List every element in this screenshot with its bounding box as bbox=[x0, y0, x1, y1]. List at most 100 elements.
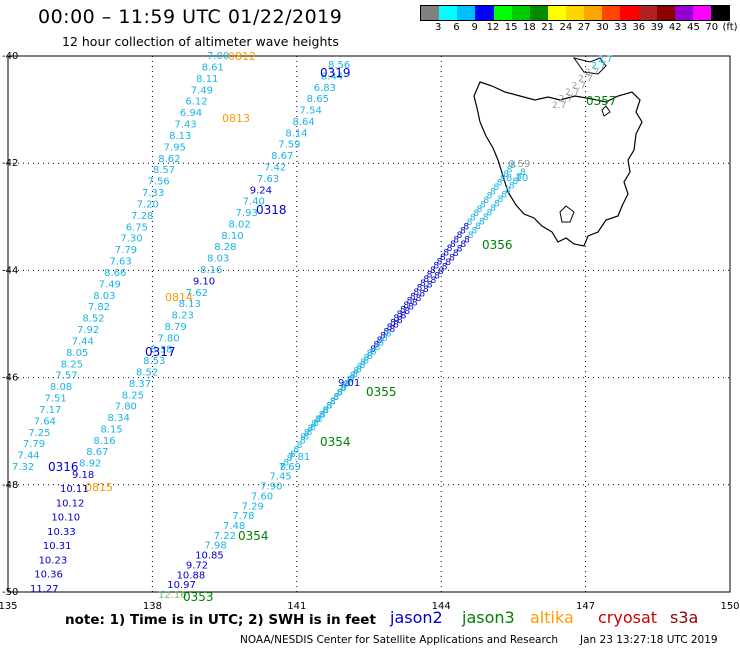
dense-track-mark: 8 bbox=[383, 327, 389, 337]
dense-track-mark: 8 bbox=[280, 463, 286, 473]
dense-track-mark: 8 bbox=[307, 424, 313, 434]
dense-track-mark: 8 bbox=[412, 298, 418, 308]
jason2-value: 6.83 bbox=[314, 83, 336, 94]
altika-value: 7.82 bbox=[88, 302, 110, 313]
dense-track-mark: 8 bbox=[493, 183, 499, 193]
jason2-value: 8.25 bbox=[122, 390, 144, 401]
jason2-value: 7.63 bbox=[257, 174, 279, 185]
lat-label: -50 bbox=[2, 587, 18, 598]
jason2-value: 8.16 bbox=[93, 436, 115, 447]
lat-label: -44 bbox=[2, 265, 18, 276]
altika-track-label: 0815 bbox=[85, 481, 113, 494]
tasmania-coastline bbox=[473, 57, 643, 247]
track-c-value: 7.78 bbox=[232, 511, 254, 522]
altika-value: 7.44 bbox=[72, 336, 94, 347]
altika-value: 7.33 bbox=[142, 188, 164, 199]
scale-label: 18 bbox=[523, 22, 536, 33]
dense-track-mark: 8 bbox=[363, 354, 369, 364]
dense-track-mark: 8 bbox=[356, 366, 362, 376]
jason2-value: 8.79 bbox=[164, 322, 186, 333]
dense-track-mark: 8 bbox=[337, 388, 343, 398]
jason2-track-label: 0319 bbox=[320, 66, 351, 80]
dense-track-mark: 8 bbox=[410, 292, 416, 302]
dense-track-mark: 8 bbox=[341, 384, 347, 394]
jason2-value: 8.14 bbox=[285, 128, 307, 139]
altika-value: 7.30 bbox=[120, 234, 142, 245]
jason2-value: 8.13 bbox=[179, 299, 201, 310]
dense-track-mark: 8 bbox=[393, 321, 399, 331]
color-scale-bar bbox=[420, 5, 730, 21]
lon-label: 135 bbox=[0, 601, 18, 612]
track-c-value: 7.45 bbox=[269, 472, 291, 483]
altika-value: 6.94 bbox=[180, 108, 202, 119]
jason2-value: 8.38 bbox=[150, 345, 172, 356]
timestamp: Jan 23 13:27:18 UTC 2019 bbox=[580, 634, 718, 646]
dense-track-mark: 8 bbox=[420, 279, 426, 289]
scale-label: 24 bbox=[559, 22, 573, 33]
jason2-value: 8.53 bbox=[143, 356, 165, 367]
altika-value: 7.44 bbox=[17, 451, 39, 462]
scale-swatch bbox=[602, 6, 621, 20]
scale-label: (ft) bbox=[722, 22, 738, 33]
scale-swatch bbox=[529, 6, 548, 20]
dense-track-mark: 8 bbox=[447, 244, 453, 254]
dense-track-mark: 8 bbox=[505, 186, 511, 196]
dense-track-mark: 8 bbox=[463, 222, 469, 232]
jason2-value: 8.44 bbox=[321, 71, 343, 82]
dense-track-mark: 8 bbox=[389, 325, 395, 335]
scale-swatch bbox=[457, 6, 476, 20]
tasmania-coastline bbox=[473, 81, 643, 247]
legend-altika: altika bbox=[530, 608, 574, 627]
altika-track-label: 0812 bbox=[228, 50, 256, 63]
dense-track-mark: 8 bbox=[311, 420, 317, 430]
dense-track-mark: 8 bbox=[393, 314, 399, 324]
map-title: 00:00 – 11:59 UTC 01/22/2019 bbox=[38, 6, 343, 28]
dense-track-mark: 8 bbox=[360, 361, 366, 371]
jason3-track-label: 0353 bbox=[183, 590, 214, 604]
dense-track-mark: 8 bbox=[507, 165, 513, 175]
scale-swatch bbox=[692, 6, 711, 20]
jason2-value: 8.10 bbox=[221, 231, 243, 242]
scale-label: 9 bbox=[471, 22, 478, 33]
dense-track-mark: 8 bbox=[416, 294, 422, 304]
jason3-track-label: 0356 bbox=[482, 238, 513, 252]
scale-label: 12 bbox=[486, 22, 500, 33]
dense-track-mark: 8 bbox=[457, 231, 463, 241]
track-c-value: 7.69 bbox=[279, 462, 301, 473]
dense-track-mark: 8 bbox=[433, 262, 439, 272]
dense-track-mark: 8 bbox=[453, 235, 459, 245]
dense-track-mark: 8 bbox=[371, 348, 377, 358]
altika-track-label: 0813 bbox=[222, 112, 250, 125]
lat-label: -40 bbox=[2, 51, 18, 62]
jason2-value: 8.67 bbox=[271, 151, 293, 162]
dense-track-mark: 8 bbox=[363, 357, 369, 367]
dense-track-mark: 8 bbox=[400, 305, 406, 315]
dense-track-mark: 8 bbox=[453, 249, 459, 259]
scale-swatch bbox=[638, 6, 657, 20]
scale-swatch bbox=[620, 6, 639, 20]
altika-value: 8.66 bbox=[104, 268, 126, 279]
jason2-value: 8.56 bbox=[328, 60, 350, 71]
gray-track-mark: 2.7 bbox=[591, 62, 605, 72]
jason2-value: 7.80 bbox=[115, 402, 137, 413]
dense-track-mark: 8 bbox=[386, 330, 392, 340]
dense-track-mark: 8 bbox=[487, 192, 493, 202]
dense-track-mark: 8 bbox=[440, 253, 446, 263]
altika-value: 7.25 bbox=[28, 428, 50, 439]
dense-track-mark: 8 bbox=[353, 367, 359, 377]
altika-value: 6.75 bbox=[126, 222, 148, 233]
dense-track-mark: 8 bbox=[323, 406, 329, 416]
dense-track-mark: 8 bbox=[290, 450, 296, 460]
jason2-value: 7.93 bbox=[236, 208, 258, 219]
extra-value: 8.10 bbox=[506, 173, 528, 184]
legend-jason2: jason2 bbox=[390, 608, 443, 627]
track-c-value: 7.22 bbox=[214, 531, 236, 542]
altika-value: 7.63 bbox=[110, 257, 132, 268]
dense-track-mark: 8 bbox=[472, 226, 478, 236]
altika-value: 7.79 bbox=[115, 245, 137, 256]
dense-track-mark: 8 bbox=[498, 195, 504, 205]
axis-labels: -40 -42 -44 -46 -48 -50 135 138 141 144 147 150 bbox=[0, 51, 740, 612]
lat-label: -48 bbox=[2, 480, 18, 491]
gray-track-mark: 2.7 bbox=[585, 68, 599, 78]
